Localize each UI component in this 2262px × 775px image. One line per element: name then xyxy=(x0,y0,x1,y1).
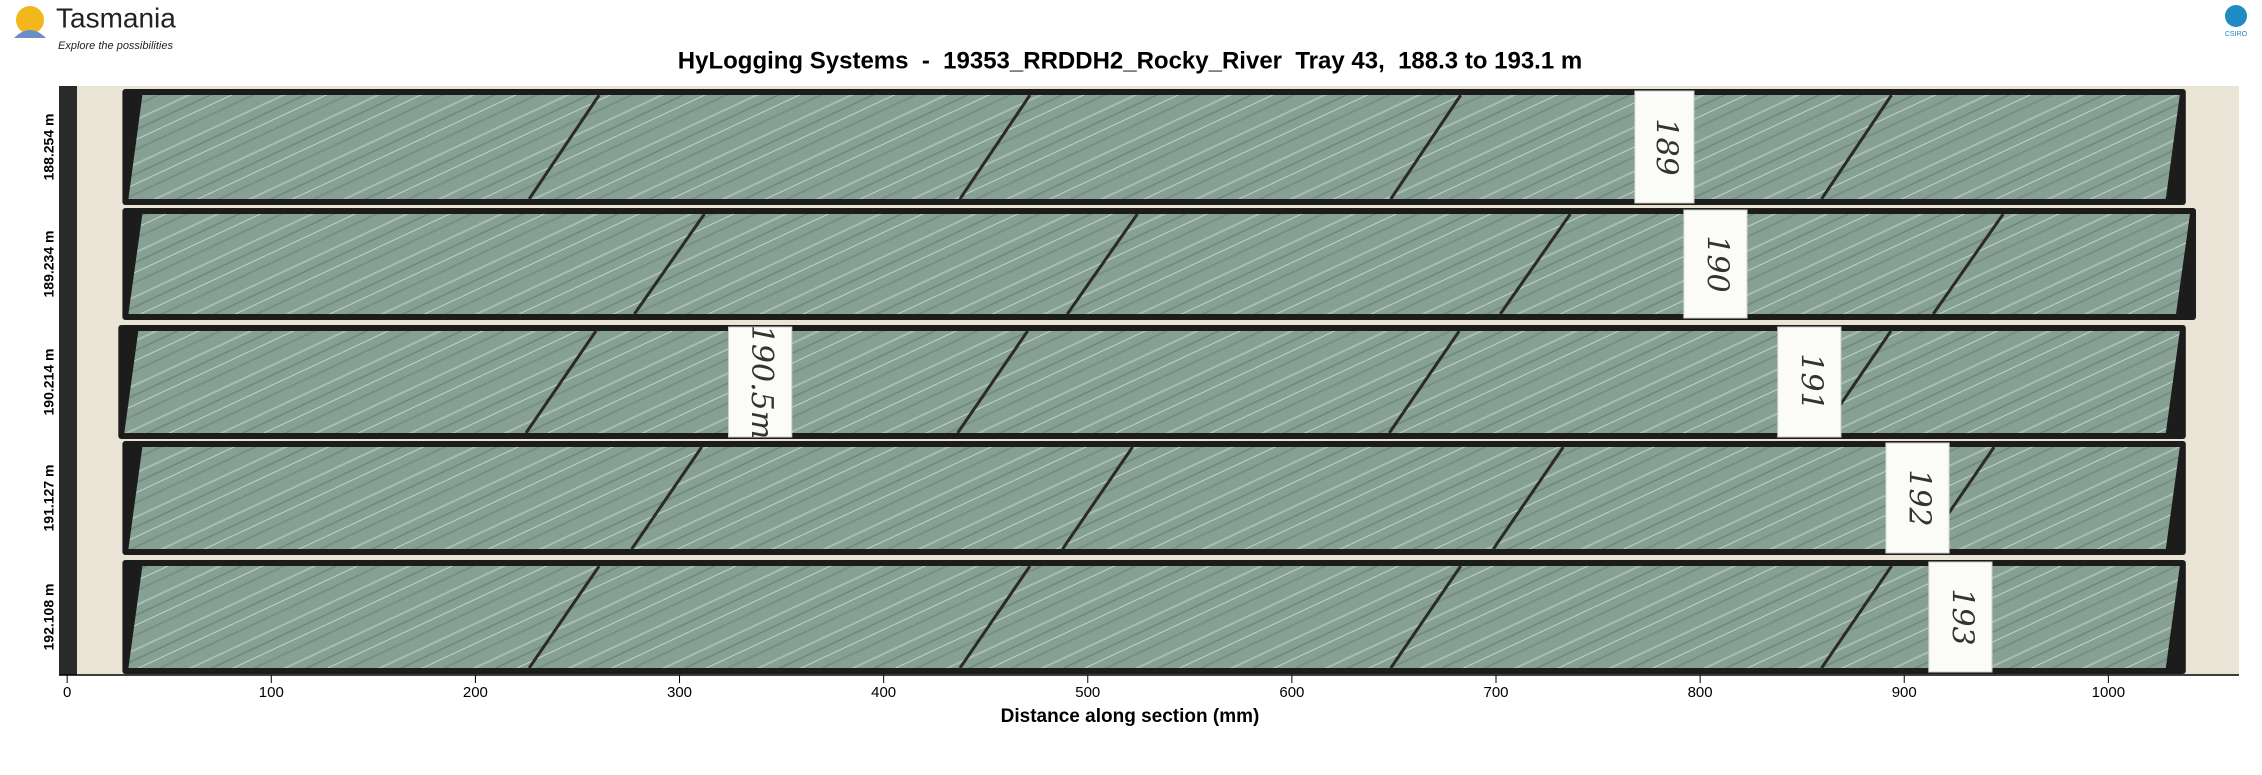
depth-tag xyxy=(728,326,793,438)
fracture xyxy=(1932,213,2005,315)
depth-tag xyxy=(1683,209,1748,319)
core-sample xyxy=(124,331,2180,433)
x-tick-label: 500 xyxy=(1075,684,1100,701)
fracture xyxy=(1389,565,1463,669)
fracture xyxy=(1820,565,1893,669)
x-tick-label: 700 xyxy=(1483,684,1508,701)
row-depth-label: 192.108 m xyxy=(41,584,57,651)
core-sample xyxy=(128,566,2180,668)
tray-left-edge xyxy=(59,86,77,675)
x-tick-label: 0 xyxy=(63,684,71,701)
x-tick-label: 100 xyxy=(259,684,284,701)
logo-tagline: Explore the possibilities xyxy=(58,40,173,52)
depth-tag xyxy=(1777,326,1842,438)
plot: 189 190 190.5m 191 192 193 0 100 200 300 400 500 600… xyxy=(59,86,2239,701)
depth-tag-label: 189 xyxy=(1648,118,1683,175)
fracture xyxy=(1499,213,1572,315)
tasmania-logo: Tasmania Explore the possibilities xyxy=(14,2,176,52)
core-sample xyxy=(128,214,2191,314)
fracture xyxy=(956,330,1029,434)
depth-tag-label: 190.5m xyxy=(744,325,779,439)
logo-text: Tasmania xyxy=(56,2,176,33)
depth-tag-label: 192 xyxy=(1902,469,1937,526)
row-depth-label: 190.214 m xyxy=(41,349,57,416)
depth-tag-label: 191 xyxy=(1793,353,1828,410)
depth-tag xyxy=(1928,561,1993,673)
fracture xyxy=(1061,446,1134,550)
depth-tag xyxy=(1634,90,1695,204)
x-tick-label: 900 xyxy=(1892,684,1917,701)
x-tick-label: 600 xyxy=(1279,684,1304,701)
x-axis-label: Distance along section (mm) xyxy=(1001,706,1260,727)
depth-tag xyxy=(1885,442,1950,554)
fracture xyxy=(958,94,1032,200)
fracture xyxy=(1820,94,1893,200)
x-tick-label: 800 xyxy=(1688,684,1713,701)
x-tick-label: 400 xyxy=(871,684,896,701)
core-sample xyxy=(128,95,2180,199)
depth-tag-label: 193 xyxy=(1944,588,1979,645)
row-depth-label: 188.254 m xyxy=(41,114,57,181)
x-tick-label: 300 xyxy=(667,684,692,701)
fracture xyxy=(1066,213,1139,315)
fracture xyxy=(630,446,704,550)
fracture xyxy=(1389,94,1463,200)
row-depth-label: 189.234 m xyxy=(41,231,57,298)
fracture xyxy=(527,565,601,669)
csiro-text: CSIRO xyxy=(2225,31,2248,38)
fracture xyxy=(1388,330,1461,434)
fracture xyxy=(524,330,598,434)
row-depth-label: 191.127 m xyxy=(41,465,57,532)
fracture xyxy=(958,565,1032,669)
fracture xyxy=(527,94,601,200)
depth-tag-label: 190 xyxy=(1699,235,1734,292)
x-tick-label: 1000 xyxy=(2092,684,2125,701)
x-tick-label: 200 xyxy=(463,684,488,701)
fracture xyxy=(633,213,706,315)
csiro-logo: CSIRO xyxy=(2225,5,2248,38)
chart-title: HyLogging Systems - 19353_RRDDH2_Rocky_R… xyxy=(678,47,1582,74)
core-sample xyxy=(128,447,2180,549)
fracture xyxy=(1492,446,1565,550)
